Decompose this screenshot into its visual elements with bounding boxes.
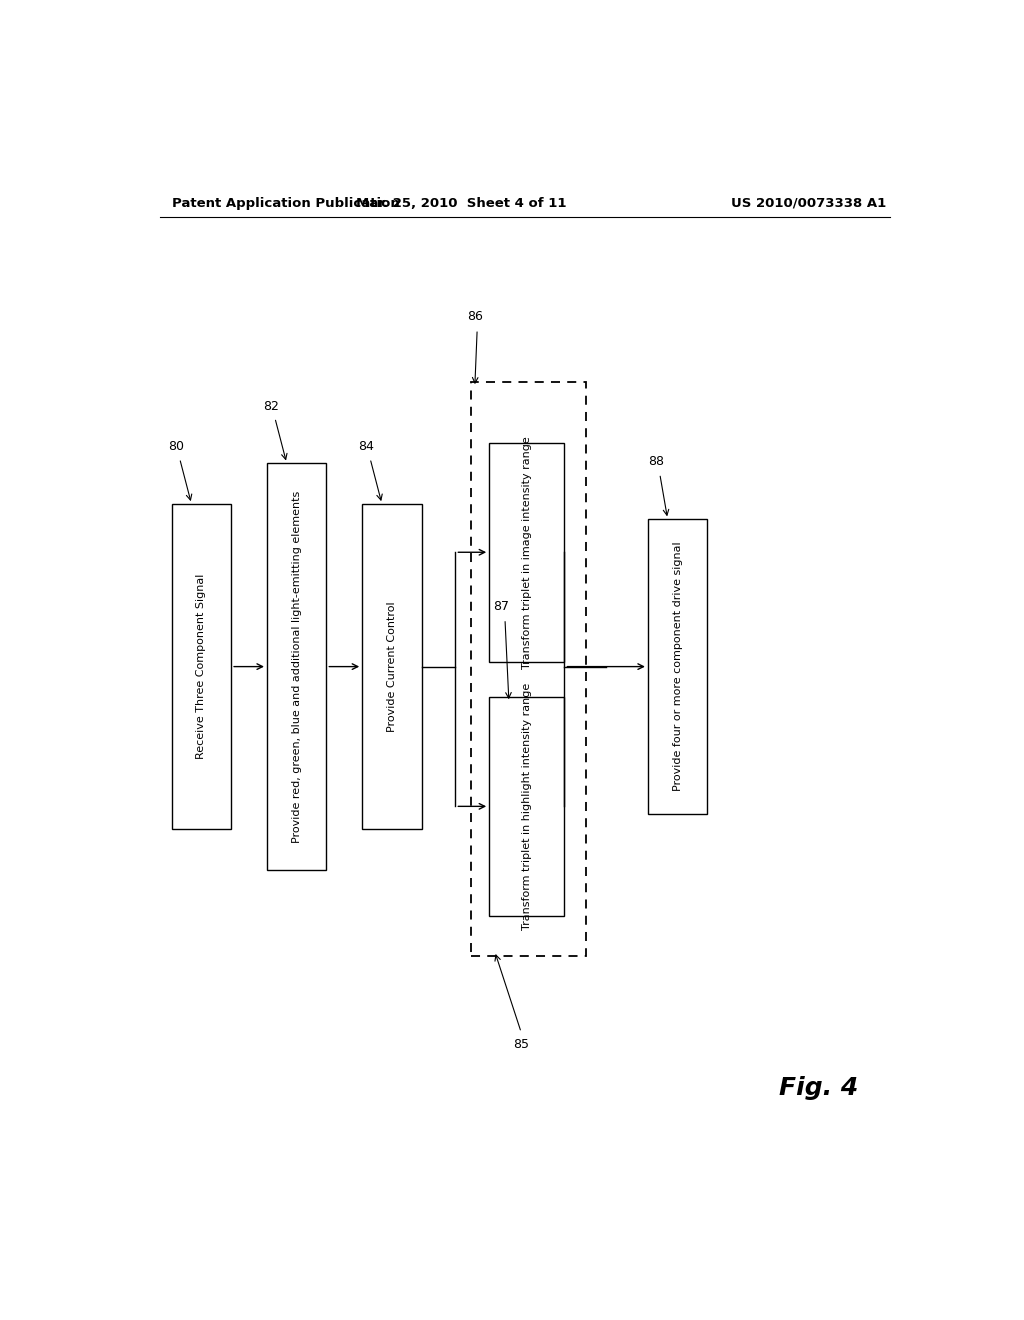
Text: 85: 85 [513, 1038, 529, 1051]
Text: Provide red, green, blue and additional light-emitting elements: Provide red, green, blue and additional … [292, 491, 302, 842]
Bar [489, 444, 564, 661]
Bar [471, 381, 586, 956]
Text: Receive Three Component Signal: Receive Three Component Signal [197, 574, 207, 759]
Text: Provide four or more component drive signal: Provide four or more component drive sig… [673, 541, 683, 792]
Text: US 2010/0073338 A1: US 2010/0073338 A1 [731, 197, 887, 210]
Bar [489, 697, 564, 916]
Text: Provide Current Control: Provide Current Control [387, 602, 397, 731]
Bar [267, 463, 327, 870]
Text: Mar. 25, 2010  Sheet 4 of 11: Mar. 25, 2010 Sheet 4 of 11 [356, 197, 566, 210]
Text: 88: 88 [648, 455, 664, 469]
Bar [648, 519, 708, 814]
Text: Fig. 4: Fig. 4 [779, 1076, 858, 1101]
Bar [172, 504, 231, 829]
Text: Patent Application Publication: Patent Application Publication [172, 197, 399, 210]
Text: Transform triplet in highlight intensity range: Transform triplet in highlight intensity… [522, 682, 531, 931]
Text: 87: 87 [494, 599, 509, 612]
Text: 84: 84 [358, 440, 374, 453]
Text: Transform triplet in image intensity range: Transform triplet in image intensity ran… [522, 436, 531, 669]
Bar [362, 504, 422, 829]
Text: 80: 80 [168, 440, 183, 453]
Text: 82: 82 [263, 400, 279, 412]
Text: 86: 86 [467, 310, 482, 323]
